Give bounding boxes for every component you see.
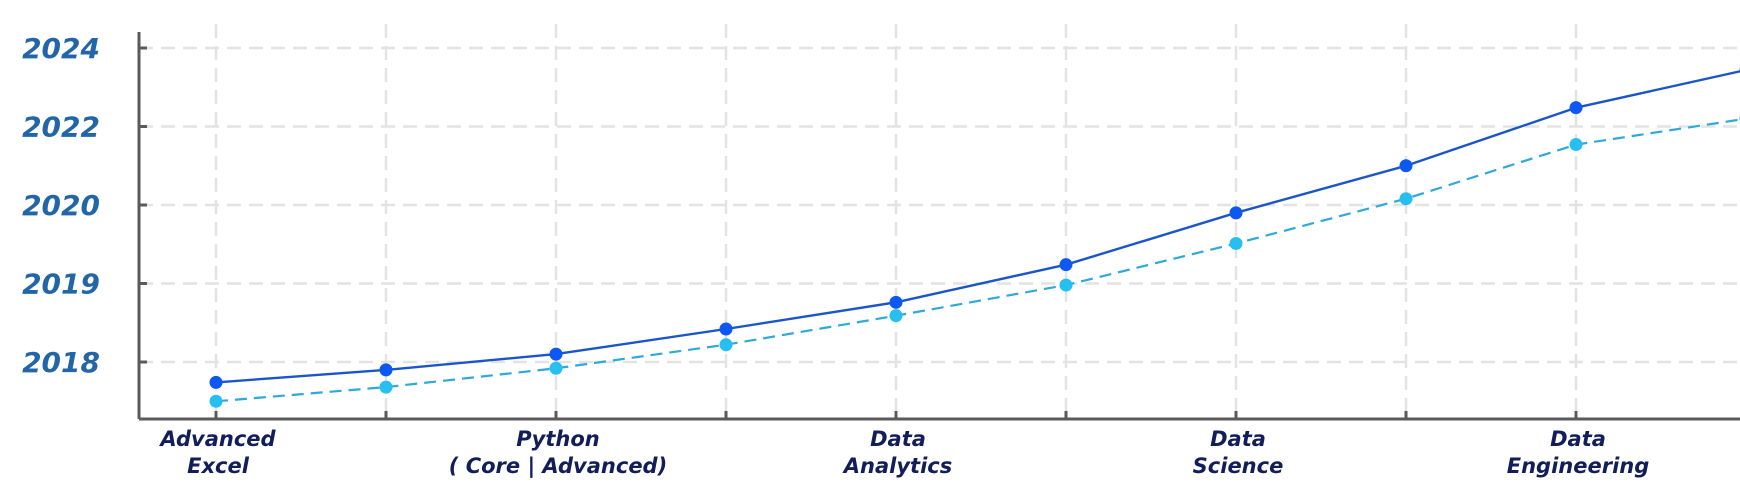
data-point-series-2 (1229, 236, 1243, 250)
data-point-series-1 (379, 363, 393, 377)
data-point-series-1 (1229, 206, 1243, 220)
axes (137, 32, 1740, 421)
series-lines (215, 70, 1740, 403)
data-point-series-2 (719, 338, 733, 352)
data-point-series-2 (1399, 192, 1413, 206)
x-tick-label: Python( Core | Advanced) (449, 427, 667, 479)
data-point-series-2 (1059, 278, 1073, 292)
x-tick-label: Data Engineering (1507, 427, 1650, 478)
x-tick-label: Advanced Excel (158, 427, 276, 478)
data-point-series-1 (1399, 159, 1413, 173)
y-tick-label: 2019 (22, 268, 100, 301)
data-point-series-1 (719, 322, 733, 336)
data-point-series-1 (1059, 258, 1073, 272)
series-line-1 (215, 70, 1740, 384)
x-tick-label: Data Analytics (842, 427, 952, 478)
data-point-series-2 (1569, 138, 1583, 152)
data-point-series-1 (889, 295, 903, 309)
y-axis-tick-labels: 2018 2019 2020 2022 2024 (22, 32, 100, 379)
data-point-series-1 (209, 375, 223, 389)
y-tick-label: 2018 (22, 346, 100, 379)
grid (139, 24, 1740, 419)
x-axis-tick-labels: Advanced Excel Python( Core | Advanced) Dat… (158, 427, 1649, 479)
y-tick-label: 2020 (22, 189, 100, 222)
y-tick-label: 2022 (22, 111, 100, 144)
y-tick-label: 2024 (22, 32, 100, 65)
data-point-series-1 (549, 347, 563, 361)
data-point-series-1 (1569, 101, 1583, 115)
data-point-series-2 (889, 309, 903, 323)
data-points (209, 67, 1740, 408)
data-point-series-2 (209, 394, 223, 408)
x-tick-label: Data Science (1193, 427, 1284, 478)
series-line-2 (215, 118, 1740, 403)
data-point-series-2 (379, 380, 393, 394)
data-point-series-2 (549, 361, 563, 375)
